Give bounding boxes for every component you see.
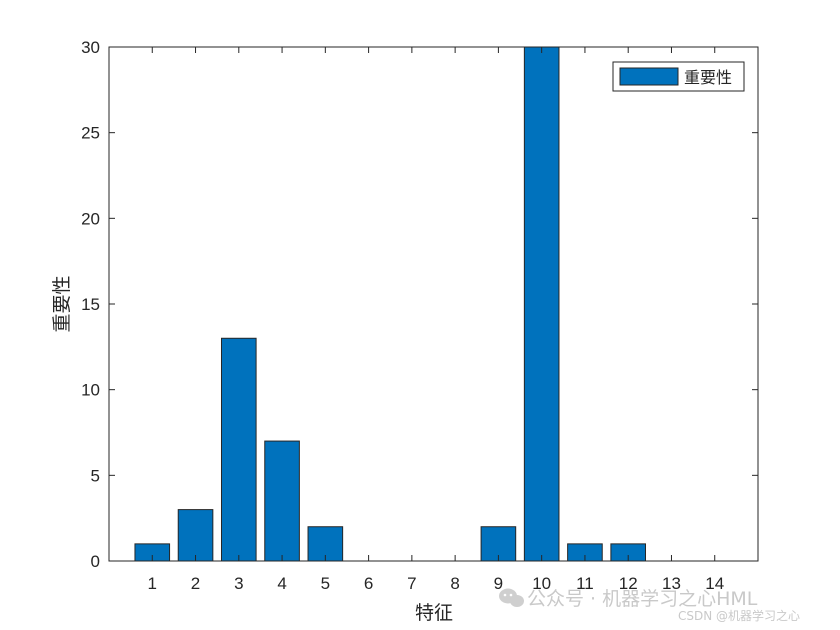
x-tick-label: 11 (576, 574, 594, 593)
watermark: 公众号 · 机器学习之心HML CSDN @机器学习之心 (499, 588, 800, 623)
bars-group (134, 46, 647, 562)
bar-2 (177, 509, 214, 562)
y-axis-title: 重要性 (51, 275, 73, 332)
x-tick-label: 4 (277, 574, 286, 593)
x-tick-label: 6 (364, 574, 373, 593)
y-tick-label: 15 (81, 295, 100, 314)
x-tick-label: 12 (619, 574, 638, 593)
x-tick-label: 8 (450, 574, 459, 593)
x-tick-label: 10 (532, 574, 551, 593)
watermark-sub: CSDN @机器学习之心 (678, 608, 800, 623)
bar-3 (220, 337, 257, 562)
y-tick-label: 5 (91, 466, 100, 485)
x-tick-label: 9 (494, 574, 503, 593)
legend: 重要性 (612, 61, 745, 92)
x-tick-label: 3 (234, 574, 243, 593)
x-tick-label: 2 (191, 574, 200, 593)
plot-area (109, 47, 758, 561)
x-tick-label: 1 (148, 574, 157, 593)
x-axis-ticks: 1 2 3 4 5 6 7 8 9 10 11 12 13 14 (148, 47, 724, 593)
watermark-main: 公众号 · 机器学习之心HML (527, 588, 758, 610)
plot-frame (108, 46, 759, 562)
y-tick-label: 25 (81, 124, 100, 143)
legend-swatch (619, 67, 679, 86)
x-tick-label: 7 (407, 574, 416, 593)
x-tick-label: 5 (321, 574, 330, 593)
bar-4 (264, 440, 300, 562)
x-tick-label: 14 (705, 574, 724, 593)
wechat-icon (499, 588, 524, 607)
y-tick-label: 20 (81, 209, 100, 228)
x-tick-label: 13 (662, 574, 681, 593)
bar-10 (523, 46, 560, 562)
y-tick-label: 0 (91, 552, 100, 571)
legend-label: 重要性 (684, 68, 732, 87)
x-axis-title: 特征 (415, 602, 453, 624)
y-tick-label: 30 (81, 38, 100, 57)
y-tick-label: 10 (81, 381, 100, 400)
